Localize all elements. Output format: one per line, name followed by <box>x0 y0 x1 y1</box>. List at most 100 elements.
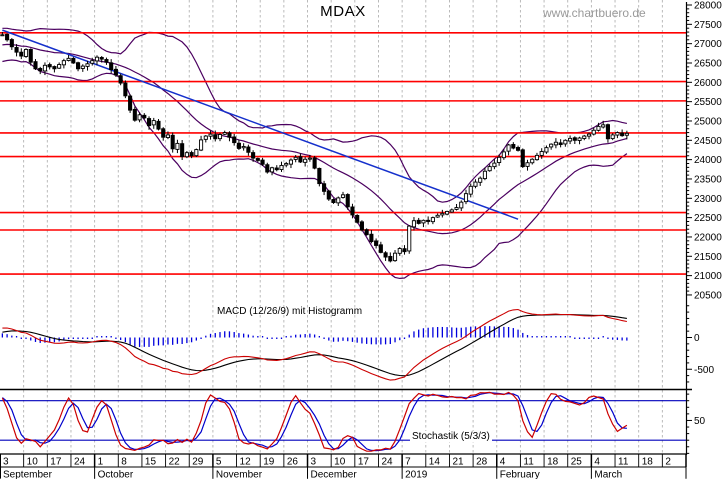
month-label: February <box>500 470 540 479</box>
stochastic-indicator-label: Stochastik (5/3/3) <box>410 431 492 442</box>
svg-text:23000: 23000 <box>694 194 722 205</box>
candle-body <box>568 137 573 142</box>
bollinger-bands <box>2 27 628 280</box>
week-tick-label: 24 <box>381 457 393 468</box>
candle-body <box>591 129 596 135</box>
candle-body <box>364 229 369 236</box>
candle-body <box>19 51 24 57</box>
candle-body <box>260 159 265 165</box>
candle-body <box>383 252 388 258</box>
candle-body <box>142 114 147 119</box>
candle-body <box>298 156 303 163</box>
candle-body <box>255 158 260 161</box>
week-tick-label: 14 <box>429 457 441 468</box>
candle-body <box>463 193 469 203</box>
candle-body <box>156 120 161 130</box>
week-tick-label: 18 <box>642 457 654 468</box>
candle-body <box>615 132 620 136</box>
week-tick-label: 12 <box>240 457 252 468</box>
candle-body <box>203 135 208 140</box>
trend-line <box>2 29 519 220</box>
candle-body <box>241 146 246 149</box>
candle-body <box>132 108 137 121</box>
candle-body <box>359 221 364 231</box>
candle-body <box>402 248 407 253</box>
candle-body <box>151 120 156 126</box>
candle-body <box>146 118 152 127</box>
candle-body <box>525 162 530 167</box>
candle-body <box>449 209 454 213</box>
week-tick-label: 11 <box>523 457 534 468</box>
candle-body <box>445 210 450 215</box>
candle-body <box>232 136 237 144</box>
week-tick-label: 4 <box>594 457 600 468</box>
candle-body <box>66 57 71 61</box>
candle-body <box>61 60 66 66</box>
candle-body <box>563 139 568 145</box>
candle-body <box>378 244 383 253</box>
candle-body <box>506 144 511 152</box>
week-tick-label: 24 <box>74 457 86 468</box>
candle-body <box>307 157 312 160</box>
candle-body <box>530 158 535 164</box>
candle-body <box>170 134 175 150</box>
week-tick-label: 29 <box>192 457 204 468</box>
week-tick-label: 11 <box>618 457 629 468</box>
svg-text:26500: 26500 <box>694 58 722 69</box>
candle-body <box>577 137 582 141</box>
macd-indicator-label: MACD (12/26/9) mit Histogramm <box>217 306 363 317</box>
candle-body <box>355 214 360 223</box>
candle-body <box>473 181 478 187</box>
candle-body <box>624 132 629 136</box>
week-tick-label: 7 <box>405 457 411 468</box>
svg-text:50: 50 <box>694 416 706 427</box>
svg-text:20500: 20500 <box>694 290 722 301</box>
svg-text:27000: 27000 <box>694 39 722 50</box>
candle-body <box>553 141 558 146</box>
month-label: 2019 <box>405 470 428 479</box>
week-tick-label: 19 <box>263 457 275 468</box>
candle-body <box>208 133 213 137</box>
svg-text:21000: 21000 <box>694 271 722 282</box>
candle-body <box>326 190 331 200</box>
candle-body <box>118 75 123 84</box>
candle-body <box>582 135 587 139</box>
week-tick-label: 18 <box>547 457 559 468</box>
candle-body <box>430 217 435 223</box>
candle-body <box>94 56 100 62</box>
candle-body <box>478 177 483 183</box>
stochastic-lines <box>1 391 628 452</box>
candle-body <box>113 68 118 76</box>
candle-body <box>497 156 502 163</box>
svg-text:25000: 25000 <box>694 116 722 127</box>
candle-body <box>194 149 199 157</box>
candle-body <box>109 62 114 71</box>
candle-body <box>596 125 601 131</box>
candle-body <box>104 59 109 63</box>
week-tick-label: 3 <box>3 457 9 468</box>
month-label: March <box>594 470 622 479</box>
week-tick-label: 10 <box>27 457 39 468</box>
candle-body <box>303 158 308 163</box>
candle-body <box>236 142 241 149</box>
candle-body <box>52 66 57 70</box>
candle-body <box>165 134 171 138</box>
candle-body <box>42 64 47 72</box>
svg-text:21500: 21500 <box>694 252 722 263</box>
candle-body <box>265 164 270 173</box>
week-tick-label: 17 <box>358 457 370 468</box>
week-tick-label: 21 <box>452 457 464 468</box>
support-resistance-lines <box>0 32 686 275</box>
candle-body <box>23 49 29 57</box>
month-label: December <box>311 470 358 479</box>
candle-body <box>222 132 227 135</box>
candle-body <box>279 164 284 171</box>
candle-body <box>416 219 421 224</box>
candle-body <box>274 167 279 171</box>
x-axis: 3 10 17 24 1 8 15 22 29 5 12 19 26 3 10 17 24 7 14 21 28 4 11 1… <box>0 453 687 479</box>
candle-body <box>80 65 85 69</box>
week-tick-label: 25 <box>571 457 583 468</box>
candle-body <box>28 48 33 63</box>
candle-body <box>38 68 43 72</box>
